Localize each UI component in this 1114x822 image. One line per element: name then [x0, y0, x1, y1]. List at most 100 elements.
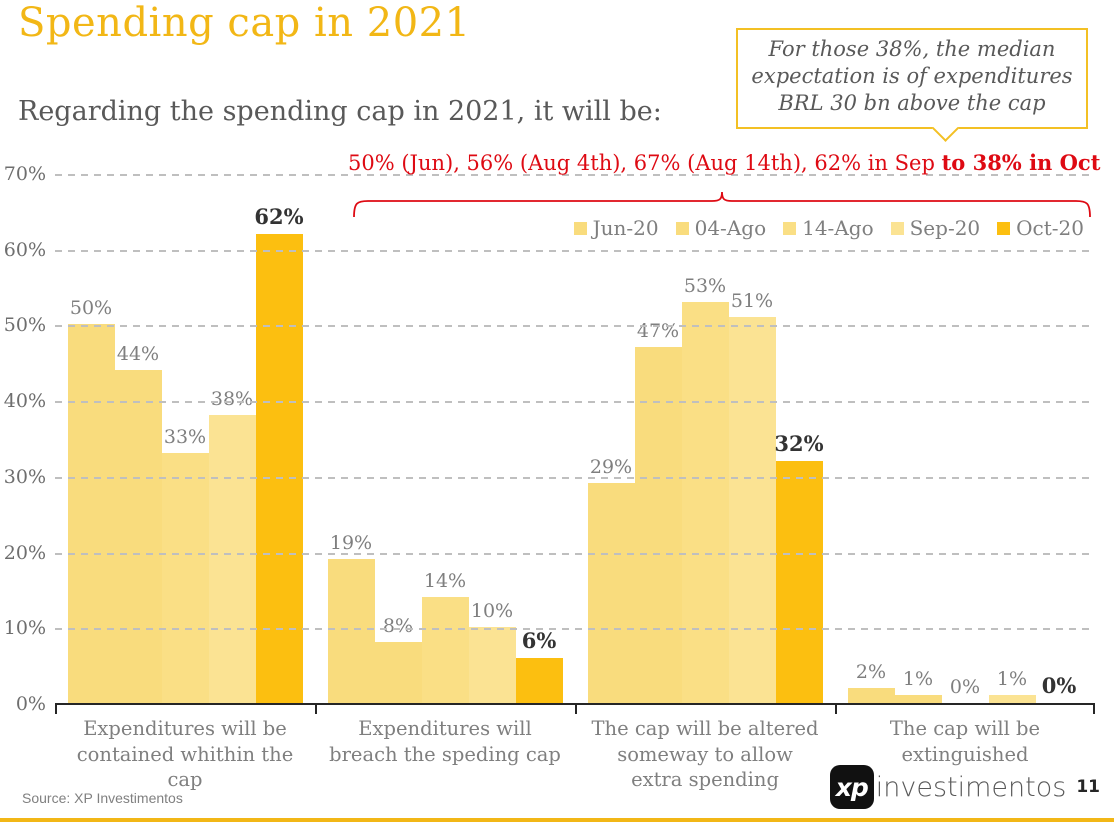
bar-value-label: 29% — [589, 456, 633, 479]
legend-swatch-icon — [783, 221, 797, 235]
y-tick-label: 30% — [3, 465, 46, 488]
legend-item-04-Ago: 04-Ago — [675, 216, 767, 240]
bar-group: 2% 1% 0% 1% 0% — [835, 175, 1095, 703]
page-number: 11 — [1076, 777, 1100, 797]
bar-value-label: 1% — [902, 668, 934, 691]
bar-value-label: 50% — [69, 297, 113, 320]
bar-value-label: 2% — [855, 660, 887, 683]
bar-04-Ago — [374, 642, 422, 703]
logo-wordmark: investimentos — [875, 771, 1067, 803]
bar-slot: 8% — [374, 175, 422, 703]
gridline — [55, 476, 1095, 479]
axis-tick — [1093, 705, 1095, 714]
y-tick-label: 60% — [3, 238, 46, 261]
trend-annotation-bold: to 38% in Oct — [941, 150, 1101, 175]
trend-annotation: 50% (Jun), 56% (Aug 4th), 67% (Aug 14th)… — [348, 150, 1101, 175]
bar-value-label: 51% — [730, 289, 774, 312]
legend-label: Jun-20 — [592, 216, 659, 240]
bar-chart-plot: 50% 44% 33% 38% 62% 19% 8% 14% 10% 6% 29% 47% 53% 51%… — [55, 174, 1095, 714]
bar-slot: 38% — [208, 175, 256, 703]
bar-value-label: 62% — [254, 203, 304, 229]
gridline — [55, 401, 1095, 404]
gridline — [55, 628, 1095, 631]
bar-04-Ago — [894, 695, 942, 703]
xp-logo-text: xp — [835, 772, 869, 802]
bar-slot: 51% — [728, 175, 776, 703]
gridline — [55, 325, 1095, 328]
callout-tail — [932, 114, 960, 142]
bar-slot: 0% — [1036, 175, 1083, 703]
legend-label: 04-Ago — [694, 216, 767, 240]
category-label: The cap will be altered someway to allow… — [591, 717, 819, 792]
bar-slot: 47% — [634, 175, 682, 703]
bar-value-label: 47% — [636, 320, 680, 343]
bottom-accent-bar — [0, 818, 1114, 822]
bar-slot: 19% — [327, 175, 375, 703]
bar-group: 50% 44% 33% 38% 62% — [55, 175, 315, 703]
source-note: Source: XP Investimentos — [22, 790, 183, 806]
bar-value-label: 38% — [210, 388, 254, 411]
y-tick-label: 0% — [15, 693, 46, 715]
bar-14-Ago — [421, 597, 469, 703]
bar-slot: 50% — [67, 175, 115, 703]
bar-Sep-20 — [468, 627, 516, 703]
bar-value-label: 53% — [683, 274, 727, 297]
bar-value-label: 1% — [996, 668, 1028, 691]
y-tick-label: 40% — [3, 390, 46, 413]
legend-label: Oct-20 — [1016, 216, 1084, 240]
bar-slot: 14% — [421, 175, 469, 703]
bar-04-Ago — [114, 369, 162, 703]
footer-logo-row: xp investimentos 11 — [829, 765, 1100, 809]
callout-text: For those 38%, the median expectation is… — [751, 37, 1073, 115]
bar-slot: 29% — [587, 175, 635, 703]
axis-tick — [835, 705, 837, 714]
legend-item-14-Ago: 14-Ago — [783, 216, 874, 240]
bar-slot: 33% — [161, 175, 209, 703]
legend: Jun-20 04-Ago 14-Ago Sep-20 Oct-20 — [573, 216, 1084, 240]
axis-tick — [315, 705, 317, 714]
bar-Sep-20 — [988, 695, 1036, 703]
legend-label: Sep-20 — [909, 216, 981, 240]
bar-slot: 44% — [114, 175, 162, 703]
bar-Oct-20 — [775, 460, 823, 703]
bar-value-label: 33% — [163, 426, 207, 449]
bar-value-label: 44% — [116, 342, 160, 365]
axis-tick — [55, 705, 57, 714]
bar-slot: 53% — [681, 175, 729, 703]
y-tick-label: 20% — [3, 541, 46, 564]
bar-slot: 10% — [468, 175, 516, 703]
category-label: Expenditures will be contained whithin t… — [76, 717, 294, 792]
bar-value-label: 32% — [774, 430, 824, 456]
bar-Sep-20 — [208, 415, 256, 703]
legend-swatch-icon — [573, 221, 587, 235]
legend-swatch-icon — [675, 221, 689, 235]
legend-item-Oct-20: Oct-20 — [997, 216, 1084, 240]
bar-04-Ago — [634, 347, 682, 703]
bar-slot: 32% — [774, 175, 824, 703]
category-label: Expenditures will breach the speding cap — [329, 717, 561, 766]
bar-value-label: 6% — [521, 627, 557, 653]
x-axis-labels: Expenditures will be contained whithin t… — [55, 716, 1095, 793]
bar-Sep-20 — [728, 316, 776, 703]
bar-value-label: 8% — [382, 615, 414, 638]
bar-group: 19% 8% 14% 10% 6% — [315, 175, 575, 703]
category-label: The cap will be extinguished — [889, 717, 1041, 766]
bar-value-label: 19% — [329, 532, 373, 555]
gridline — [55, 174, 1095, 176]
xp-logo: xp — [829, 765, 874, 809]
bar-Jun-20 — [67, 324, 115, 703]
bar-Jun-20 — [327, 559, 375, 703]
bar-14-Ago — [161, 453, 209, 703]
bar-14-Ago — [681, 301, 729, 703]
legend-swatch-icon — [997, 221, 1011, 235]
bar-value-label: 0% — [1041, 673, 1077, 698]
bar-Jun-20 — [587, 483, 635, 703]
bar-Oct-20 — [515, 657, 563, 703]
axis-tick — [575, 705, 577, 714]
bar-value-label: 10% — [470, 600, 514, 623]
bar-Jun-20 — [847, 687, 895, 703]
bar-group: 29% 47% 53% 51% 32% — [575, 175, 835, 703]
bar-value-label: 14% — [423, 570, 467, 592]
trend-annotation-text: 50% (Jun), 56% (Aug 4th), 67% (Aug 14th)… — [348, 151, 942, 175]
